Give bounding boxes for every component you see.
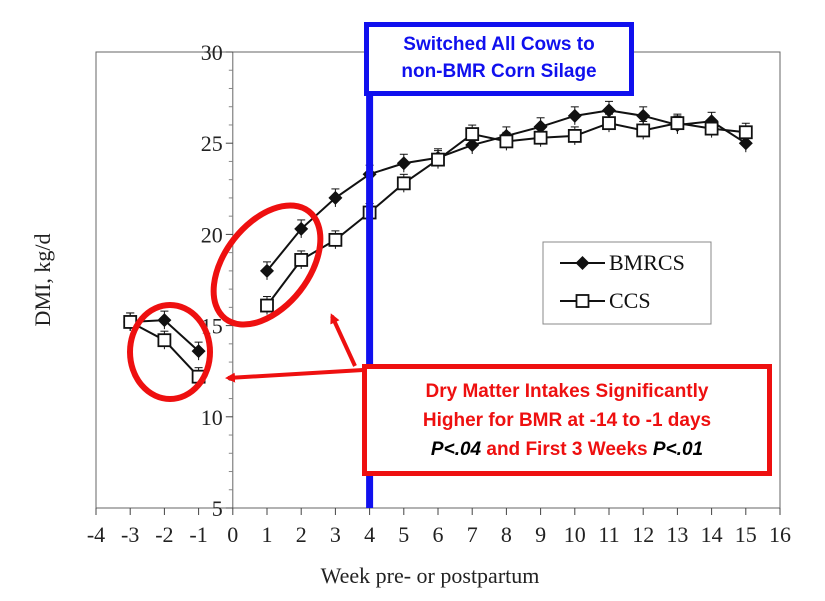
data-point: [260, 298, 274, 313]
significance-line-1: Dry Matter Intakes Significantly: [425, 381, 709, 402]
data-point: [670, 116, 685, 131]
data-point: [499, 134, 514, 149]
highlight-ellipse-postpartum: [210, 202, 324, 328]
x-axis-title: Week pre- or postpartum: [321, 563, 540, 588]
x-tick-label: 14: [701, 522, 723, 547]
y-tick-label: 30: [201, 40, 223, 65]
axes: -4 -3 -2 -1 0 1 2 3 4 5 6 7 8 9 10 11 12 13 14 15 1651015202…: [30, 40, 791, 588]
legend-marker: [575, 294, 590, 308]
y-tick-label: 10: [201, 405, 223, 430]
x-tick-label: -3: [121, 522, 139, 547]
significance-line-2: Higher for BMR at -14 to -1 days: [422, 410, 712, 431]
data-point: [636, 123, 651, 138]
significance-line-3: P<.04 and First 3 Weeks P<.01: [367, 435, 767, 464]
data-point: [328, 190, 343, 205]
y-tick-label: 25: [201, 131, 223, 156]
x-tick-label: 2: [296, 522, 307, 547]
x-tick-label: 10: [564, 522, 586, 547]
x-tick-label: -4: [87, 522, 105, 547]
x-tick-label: 15: [735, 522, 757, 547]
data-point: [157, 333, 172, 348]
x-tick-label: 12: [632, 522, 654, 547]
data-point: [567, 129, 582, 143]
data-point: [533, 119, 548, 134]
legend-label: BMRCS: [609, 250, 685, 275]
x-tick-label: -2: [155, 522, 173, 547]
x-tick-label: 11: [598, 522, 619, 547]
y-axis-title: DMI, kg/d: [30, 234, 55, 327]
x-tick-label: 3: [330, 522, 341, 547]
arrow-to-prepartum: [225, 368, 364, 383]
x-tick-label: 5: [398, 522, 409, 547]
data-point: [396, 156, 411, 171]
legend: BMRCS CCS: [542, 241, 712, 325]
x-tick-label: 7: [467, 522, 478, 547]
x-tick-label: 8: [501, 522, 512, 547]
arrow-to-postpartum: [330, 313, 357, 367]
data-point: [294, 221, 309, 236]
data-point: [738, 125, 753, 140]
legend-box: [542, 241, 712, 325]
data-point: [294, 253, 309, 267]
x-tick-label: -1: [189, 522, 207, 547]
x-tick-label: 4: [364, 522, 375, 547]
series-layer: [123, 100, 753, 386]
x-tick-label: 0: [227, 522, 238, 547]
annotation-layer: [127, 30, 374, 508]
data-point: [260, 263, 274, 278]
data-point: [191, 344, 206, 359]
data-point: [465, 138, 480, 153]
data-point: [328, 232, 343, 247]
x-tick-label: 6: [433, 522, 444, 547]
data-point: [704, 121, 719, 136]
y-tick-label: 20: [201, 222, 223, 247]
legend-marker: [575, 256, 590, 270]
switch-annotation-line-1: Switched All Cows to: [403, 34, 595, 55]
x-tick-label: 9: [535, 522, 546, 547]
highlight-ellipse-prepartum: [127, 302, 213, 402]
data-point: [157, 313, 172, 328]
data-point: [567, 108, 582, 123]
data-point: [602, 116, 616, 131]
significance-annotation-box: Dry Matter Intakes Significantly Higher …: [362, 364, 772, 476]
series-line: [129, 321, 200, 378]
switch-annotation-line-2: non-BMR Corn Silage: [401, 61, 597, 82]
significance-mid-text: and First 3 Weeks: [481, 439, 653, 460]
legend-label: CCS: [609, 288, 651, 313]
x-tick-label: 13: [666, 522, 688, 547]
x-tick-label: 1: [262, 522, 273, 547]
data-point: [738, 136, 753, 151]
x-tick-label: 16: [769, 522, 791, 547]
data-point: [396, 176, 411, 191]
data-point: [431, 152, 445, 167]
p-value-1: P<.04: [430, 439, 482, 460]
y-tick-label: 5: [212, 496, 223, 521]
p-value-2: P<.01: [652, 439, 704, 460]
data-point: [636, 108, 651, 123]
data-point: [533, 130, 548, 145]
data-point: [465, 127, 480, 141]
switch-annotation-box: Switched All Cows to non-BMR Corn Silage: [364, 22, 634, 96]
